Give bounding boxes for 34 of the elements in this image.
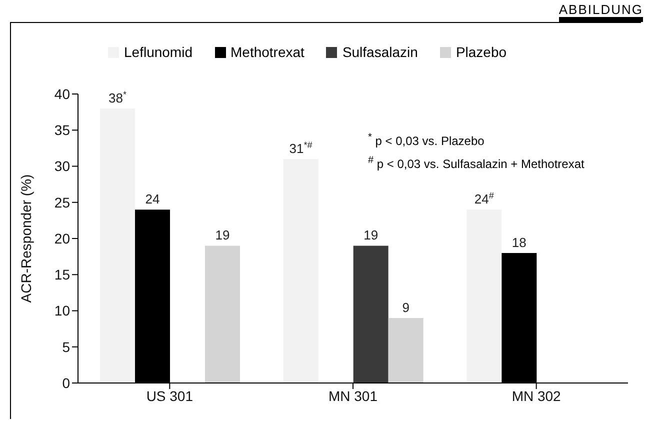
y-axis-title: ACR-Responder (%) — [18, 174, 34, 303]
data-label: 9 — [402, 300, 410, 315]
y-tick-label: 35 — [54, 122, 70, 138]
x-tick-label: MN 301 — [328, 388, 378, 404]
y-tick-label: 25 — [54, 194, 70, 210]
bar — [283, 159, 318, 383]
bar — [205, 246, 240, 383]
data-label: 19 — [364, 228, 378, 243]
bar — [466, 210, 502, 383]
data-label: 31$^{*#}$ — [289, 140, 314, 156]
legend-label: Methotrexat — [230, 44, 304, 60]
bar — [353, 246, 388, 383]
x-tick-label: US 301 — [146, 388, 194, 404]
y-tick-label: 20 — [54, 230, 70, 246]
data-label: 18 — [512, 234, 526, 250]
data-label: 24$^{#}$ — [474, 190, 495, 207]
x-tick-label: MN 302 — [512, 388, 562, 404]
y-tick-label: 10 — [54, 302, 70, 319]
data-label: 38$^{*}$ — [108, 89, 127, 106]
y-tick-label: 5 — [62, 338, 70, 355]
y-tick-label: 40 — [54, 86, 70, 102]
y-tick-label: 30 — [54, 158, 70, 174]
text: ABBILDUNG — [558, 2, 643, 17]
annotation: $^{*}$ p < 0,03 vs. Plazebo — [368, 132, 484, 148]
bar — [388, 318, 424, 383]
data-label: 19 — [215, 228, 230, 243]
legend-label: Plazebo — [454, 44, 507, 60]
legend-label: Sulfasalazin — [341, 44, 418, 60]
y-tick-label: 15 — [54, 266, 70, 283]
legend-label: Leflunomid — [123, 44, 192, 60]
annotation: $^{#}$ p < 0,03 vs. Sulfasalazin + Methotrexat — [368, 155, 584, 171]
y-tick-label: 0 — [62, 374, 70, 391]
bar — [100, 108, 135, 383]
data-label: 24 — [145, 192, 160, 207]
